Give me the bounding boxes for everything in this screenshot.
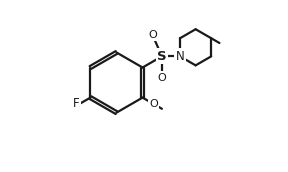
Text: O: O [149, 99, 158, 109]
Text: O: O [148, 30, 157, 40]
Text: N: N [176, 50, 184, 63]
Text: F: F [73, 97, 80, 110]
Text: S: S [157, 50, 167, 63]
Text: N: N [176, 50, 184, 63]
Text: O: O [158, 73, 166, 83]
